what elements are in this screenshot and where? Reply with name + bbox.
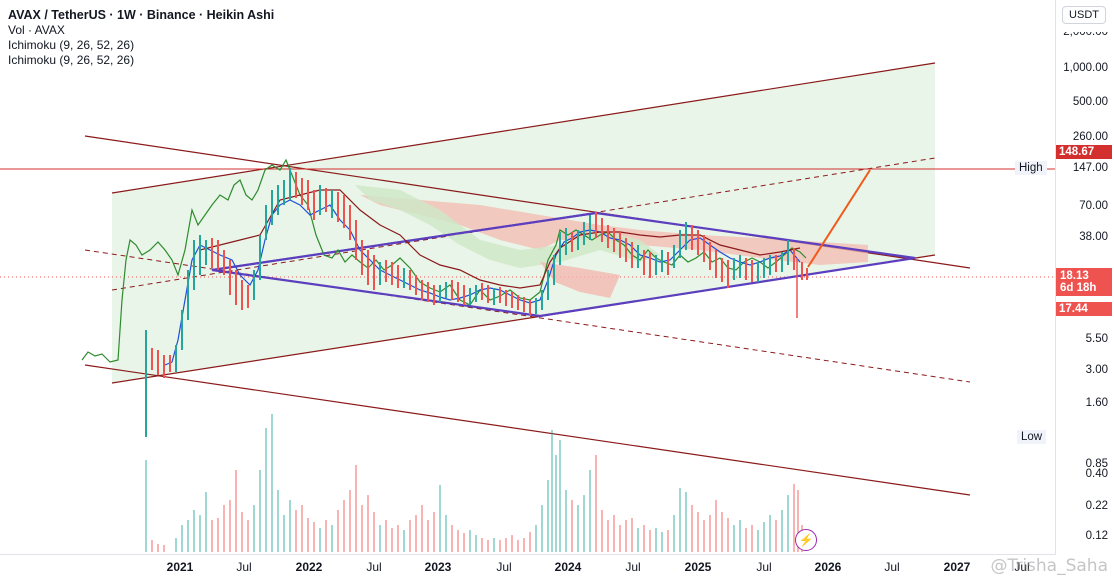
- time-label: Jul: [496, 560, 512, 574]
- time-label: 2026: [814, 560, 842, 574]
- high-label: High: [1015, 161, 1047, 175]
- current-price-tag: 18.13 6d 18h: [1056, 268, 1112, 296]
- time-label: Jul: [756, 560, 772, 574]
- projection-line: [807, 169, 871, 268]
- ichimoku-indicator-label-1[interactable]: Ichimoku (9, 26, 52, 26): [8, 38, 135, 52]
- price-tick: 1,000.00: [1063, 62, 1108, 74]
- time-label: 2024: [554, 560, 582, 574]
- price-tick: 500.00: [1072, 96, 1108, 108]
- time-label: Jul: [1014, 560, 1030, 574]
- volume-indicator-label[interactable]: Vol · AVAX: [8, 23, 65, 37]
- candles: [145, 168, 808, 437]
- price-tick: 0.22: [1085, 500, 1108, 512]
- lagging-span-line: [81, 158, 807, 363]
- time-label: 2027: [943, 560, 971, 574]
- volume-bars: [145, 414, 803, 552]
- author-watermark: @Trisha_Saha: [990, 556, 1108, 576]
- price-tick: 3.00: [1085, 364, 1108, 376]
- current-price-value: 18.13: [1060, 270, 1089, 282]
- lightning-icon[interactable]: ⚡: [795, 529, 817, 551]
- time-label: 2021: [166, 560, 194, 574]
- horizontal-line-price-tag: 148.67: [1056, 145, 1112, 159]
- price-tick: 2,000.00: [1063, 26, 1108, 38]
- price-tick: 0.40: [1085, 468, 1108, 480]
- price-tick: 260.00: [1072, 131, 1108, 143]
- ichimoku-indicator-label-2[interactable]: Ichimoku (9, 26, 52, 26): [8, 53, 135, 67]
- low-value: 0.85: [1085, 458, 1108, 470]
- ichimoku-cloud-red-2: [540, 262, 620, 298]
- time-label: 2022: [295, 560, 323, 574]
- chart-legend: AVAX / TetherUS · 1W · Binance · Heikin …: [8, 8, 274, 68]
- high-value: 147.00: [1072, 162, 1108, 174]
- price-tick: 0.12: [1085, 530, 1108, 542]
- time-label: Jul: [366, 560, 382, 574]
- triangle-upper-rising: [211, 212, 597, 271]
- price-axis[interactable]: USDT 2,000.00 1,000.00 500.00 260.00 70.…: [1055, 0, 1114, 555]
- time-label: Jul: [625, 560, 641, 574]
- desc-line-bottom: [84, 364, 971, 496]
- bar-countdown: 6d 18h: [1060, 282, 1097, 294]
- symbol-title[interactable]: AVAX / TetherUS · 1W · Binance · Heikin …: [8, 8, 275, 22]
- price-tick: 1.60: [1085, 397, 1108, 409]
- ichimoku-cloud-green: [355, 185, 660, 268]
- kijun-line: [199, 189, 801, 289]
- time-label: 2025: [684, 560, 712, 574]
- channel-top-line: [111, 62, 936, 194]
- price-tick: 38.00: [1079, 231, 1108, 243]
- time-label: Jul: [236, 560, 252, 574]
- time-label: 2023: [424, 560, 452, 574]
- low-label: Low: [1017, 430, 1047, 444]
- time-label: Jul: [884, 560, 900, 574]
- price-tick: 70.00: [1079, 200, 1108, 212]
- time-axis[interactable]: 2021 Jul 2022 Jul 2023 Jul 2024 Jul 2025…: [0, 554, 1056, 580]
- low-price-tag: 17.44: [1056, 302, 1112, 316]
- price-tick: 5.50: [1085, 333, 1108, 345]
- currency-selector[interactable]: USDT: [1062, 6, 1106, 24]
